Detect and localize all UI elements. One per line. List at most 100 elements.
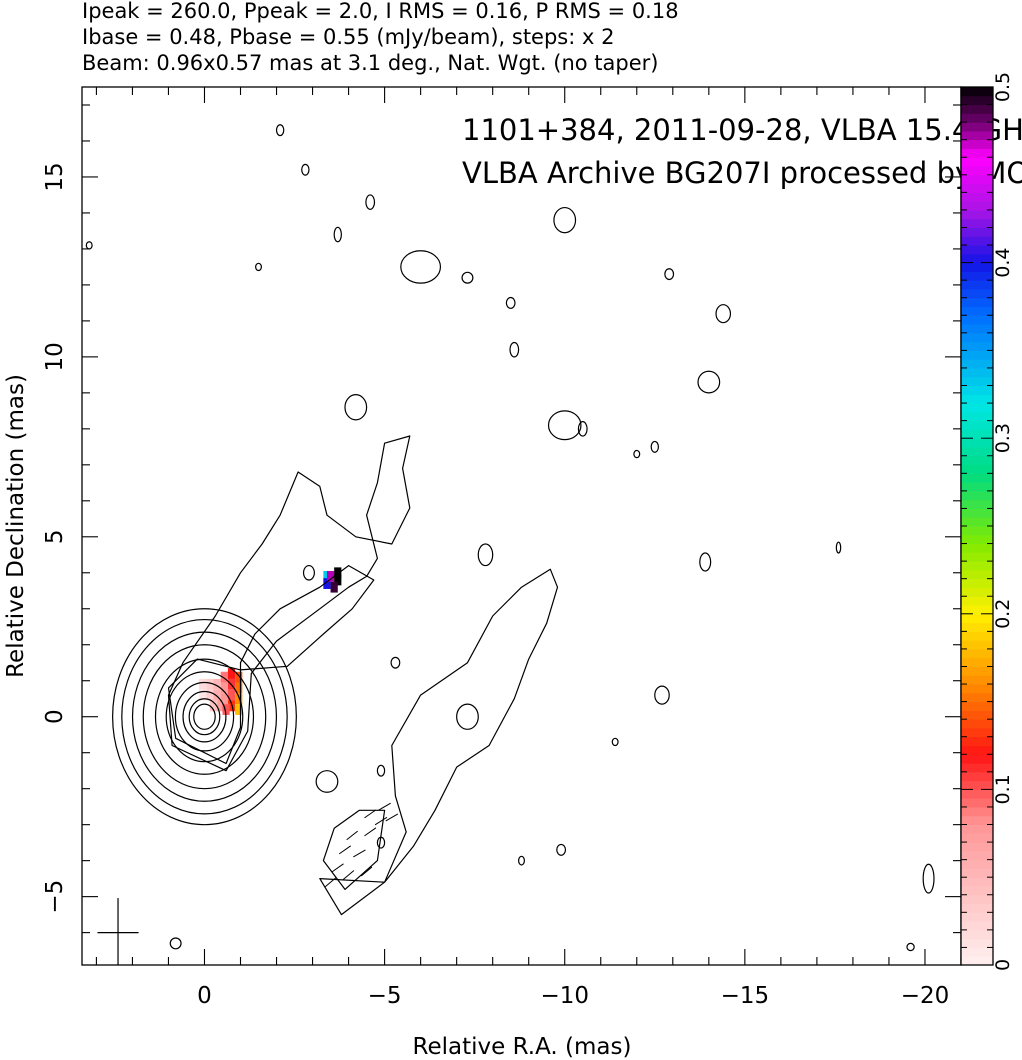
colorbar-segment [961, 429, 993, 439]
header-line-3: Beam: 0.96x0.57 mas at 3.1 deg., Nat. Wg… [82, 51, 659, 75]
colorbar-segment [961, 745, 993, 755]
isolated-contour [477, 543, 494, 567]
colorbar-segment [961, 174, 993, 185]
colorbar-segment [961, 297, 993, 307]
isolated-contour [547, 410, 582, 441]
isolated-contour [461, 271, 474, 284]
colorbar-segment [961, 938, 993, 948]
colorbar-segment [961, 218, 993, 228]
y-axis-label: Relative Declination (mas) [3, 374, 29, 678]
colorbar-segment [961, 754, 993, 764]
x-axis-ticks: 0 −5 −10 −15 −20 [95, 87, 962, 1009]
colorbar-segment [961, 622, 993, 632]
colorbar-tick-label: 0.4 [992, 247, 1014, 277]
colorbar-segment [961, 87, 993, 97]
fpol-pixel [206, 689, 214, 701]
colorbar-segment [961, 166, 993, 176]
x-tick-label: −10 [540, 983, 589, 1009]
fpol-pixel [227, 668, 236, 679]
colorbar-segment [961, 262, 993, 272]
colorbar-segment [961, 666, 993, 676]
colorbar-segment [961, 350, 993, 360]
plot-frame [81, 86, 962, 966]
colorbar-segment [961, 701, 993, 711]
y-tick-label: 0 [42, 709, 68, 724]
colorbar-segment [961, 473, 993, 483]
intensity-contours [85, 124, 935, 952]
colorbar-segment [961, 789, 993, 799]
colorbar-segment [961, 403, 993, 413]
map-title: 1101+384, 2011-09-28, VLBA 15.4 GHz [462, 113, 1022, 147]
colorbar-segment [961, 499, 993, 509]
isolated-contour [390, 656, 401, 669]
colorbar-segment [961, 359, 993, 369]
colorbar-segment [961, 736, 993, 746]
colorbar-segment [961, 385, 993, 395]
evpa-vector [364, 827, 377, 837]
isolated-contour [556, 843, 567, 856]
fpol-pixel [220, 682, 228, 694]
core-contour [188, 698, 221, 736]
header-line-1: Ipeak = 260.0, Ppeak = 2.0, I RMS = 0.16… [82, 0, 679, 23]
isolated-contour [376, 764, 386, 777]
colorbar-segment [961, 921, 993, 931]
colorbar-segment [961, 727, 993, 738]
colorbar-segment [961, 508, 993, 518]
fpol-pixel [209, 700, 218, 712]
isolated-contour [922, 863, 935, 894]
isolated-contour [365, 194, 376, 210]
x-tick-label: −20 [901, 983, 950, 1009]
isolated-contour [344, 394, 368, 421]
colorbar-segment [961, 877, 993, 887]
x-axis-label: Relative R.A. (mas) [413, 1034, 632, 1060]
evpa-vector [338, 845, 352, 855]
colorbar-segment [961, 780, 993, 790]
colorbar-segment [961, 332, 993, 343]
colorbar-segment [961, 315, 993, 325]
evpa-vector [353, 849, 366, 858]
isolated-contour [301, 163, 310, 176]
fpol-pixel [235, 682, 243, 694]
colorbar-segment [961, 947, 993, 957]
colorbar-segment [961, 341, 993, 351]
x-tick-label: 0 [197, 983, 212, 1009]
colorbar-tick-label: 0.3 [992, 423, 1014, 453]
colorbar-segment [961, 227, 993, 237]
isolated-contour [400, 250, 442, 284]
colorbar-segment [961, 771, 993, 782]
y-tick-label: −5 [42, 880, 68, 914]
fpol-pixel [220, 693, 228, 705]
colorbar-segment [961, 517, 993, 527]
fpol-pixel [227, 689, 236, 701]
fpol-pixel [235, 704, 243, 715]
beam-marker [97, 898, 139, 965]
colorbar [961, 87, 993, 966]
colorbar-segment [961, 824, 993, 834]
colorbar-segment [961, 157, 993, 167]
colorbar-segment [961, 684, 993, 694]
colorbar-segment [961, 280, 993, 290]
colorbar-segment [961, 324, 993, 334]
colorbar-segment [961, 929, 993, 940]
fpol-pixel [334, 574, 342, 586]
colorbar-tick-label: 0.2 [992, 599, 1014, 629]
isolated-contour [518, 855, 525, 866]
isolated-contour [376, 836, 386, 849]
colorbar-segment [961, 815, 993, 826]
colorbar-segment [961, 482, 993, 492]
colorbar-segment [961, 534, 993, 545]
colorbar-segment [961, 631, 993, 641]
colorbar-segment [961, 903, 993, 913]
isolated-contour [633, 449, 641, 459]
colorbar-segment [961, 543, 993, 553]
fpol-pixel [326, 570, 335, 582]
colorbar-segment [961, 192, 993, 202]
isolated-contour [906, 942, 915, 952]
isolated-contour [85, 241, 93, 250]
colorbar-segment [961, 139, 993, 149]
map-subtitle: VLBA Archive BG207I processed by MOJAVE [462, 156, 1022, 190]
colorbar-segment [961, 490, 993, 501]
jet-contour [167, 435, 411, 772]
header-line-2: Ibase = 0.48, Pbase = 0.55 (mJy/beam), s… [82, 25, 615, 49]
